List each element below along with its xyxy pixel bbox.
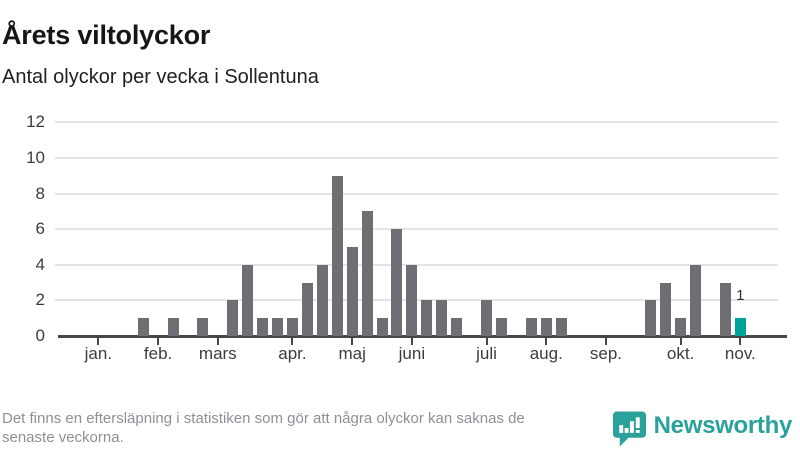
gridline-y10 bbox=[55, 157, 778, 159]
bar-week-41 bbox=[660, 282, 672, 336]
x-axis-label-apr: apr. bbox=[278, 344, 307, 363]
bar-week-16 bbox=[286, 318, 298, 336]
x-tick-juni bbox=[410, 338, 413, 345]
bar-week-42 bbox=[675, 318, 687, 336]
page-title: Årets viltolyckor bbox=[2, 20, 211, 51]
bar-week-22 bbox=[376, 318, 388, 336]
bar-week-25 bbox=[421, 300, 433, 336]
bar-week-40 bbox=[645, 300, 657, 336]
highlight-value-label: 1 bbox=[736, 287, 745, 305]
y-axis-label-4: 4 bbox=[35, 254, 45, 274]
bar-week-20 bbox=[346, 247, 358, 336]
x-axis-label-aug: aug. bbox=[529, 344, 563, 363]
bar-week-10 bbox=[197, 318, 209, 336]
bar-week-8 bbox=[167, 318, 179, 336]
bar-week-46 bbox=[734, 318, 746, 336]
x-tick-aug bbox=[545, 338, 548, 345]
y-axis-label-2: 2 bbox=[35, 290, 45, 310]
bar-week-15 bbox=[272, 318, 284, 336]
bar-week-13 bbox=[242, 264, 254, 336]
footnote-text: Det finns en eftersläpning i statistiken… bbox=[2, 410, 525, 446]
y-axis-label-8: 8 bbox=[35, 183, 45, 203]
gridline-y6 bbox=[55, 228, 778, 231]
x-axis-label-juli: juli bbox=[476, 344, 497, 363]
x-tick-nov bbox=[739, 338, 742, 345]
x-tick-jan bbox=[97, 338, 100, 345]
bar-week-26 bbox=[436, 300, 448, 336]
bar-week-30 bbox=[495, 318, 507, 336]
x-tick-mars bbox=[216, 338, 219, 345]
bar-week-18 bbox=[316, 264, 328, 336]
x-axis-label-nov: nov. bbox=[724, 344, 756, 363]
x-tick-sep bbox=[604, 338, 607, 345]
bar-week-29 bbox=[481, 300, 493, 336]
newsworthy-wordmark: Newsworthy bbox=[653, 412, 793, 439]
y-axis-label-6: 6 bbox=[35, 219, 45, 239]
x-tick-juli bbox=[485, 338, 488, 345]
x-axis-label-juni: juni bbox=[398, 344, 426, 363]
bar-week-17 bbox=[301, 282, 313, 336]
bar-week-45 bbox=[719, 282, 731, 336]
gridline-y8 bbox=[55, 192, 778, 195]
bar-week-33 bbox=[540, 318, 552, 336]
x-axis-label-okt: okt. bbox=[666, 344, 695, 363]
bar-week-32 bbox=[525, 318, 537, 336]
bar-week-43 bbox=[690, 264, 702, 336]
bar-week-14 bbox=[257, 318, 269, 336]
y-axis-label-0: 0 bbox=[35, 326, 45, 345]
bar-week-21 bbox=[361, 211, 373, 336]
bar-week-27 bbox=[451, 318, 463, 336]
bar-week-6 bbox=[137, 318, 149, 336]
x-axis-label-sep: sep. bbox=[589, 344, 623, 363]
bar-week-23 bbox=[391, 229, 403, 336]
gridline-y12 bbox=[55, 121, 778, 124]
x-tick-feb bbox=[157, 338, 160, 345]
x-tick-okt bbox=[679, 338, 682, 345]
y-axis-label-10: 10 bbox=[26, 148, 45, 167]
x-tick-maj bbox=[351, 338, 354, 345]
x-axis-label-mars: mars bbox=[198, 344, 237, 363]
x-axis-label-jan: jan. bbox=[84, 344, 113, 363]
x-axis-label-feb: feb. bbox=[143, 344, 173, 363]
chart-subtitle: Antal olyckor per vecka i Sollentuna bbox=[2, 66, 319, 88]
bar-week-24 bbox=[406, 264, 418, 336]
newsworthy-bubble-barchart-icon bbox=[612, 411, 646, 447]
bar-week-12 bbox=[227, 300, 239, 336]
x-axis-label-maj: maj bbox=[338, 344, 366, 363]
x-axis-line bbox=[58, 335, 787, 338]
x-tick-apr bbox=[291, 338, 294, 345]
y-axis-label-12: 12 bbox=[26, 112, 45, 132]
bar-week-19 bbox=[331, 175, 343, 336]
bar-week-34 bbox=[555, 318, 567, 336]
newsworthy-logo: Newsworthy bbox=[612, 409, 792, 449]
